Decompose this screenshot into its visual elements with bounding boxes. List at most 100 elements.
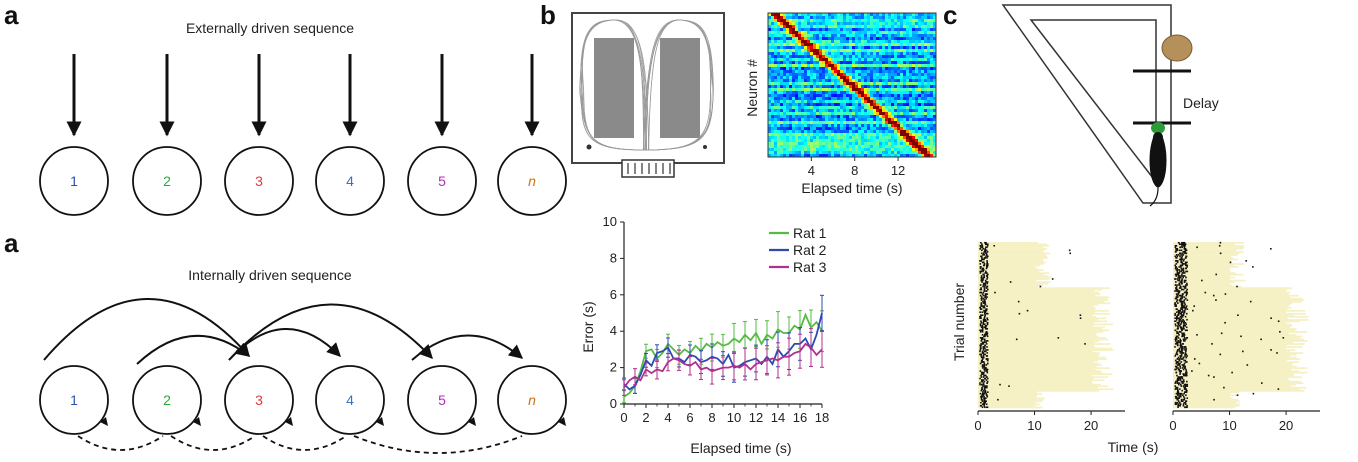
raster-plot-right: 0 10 20 <box>1169 241 1320 433</box>
trial-bar <box>1173 395 1231 398</box>
trial-bar <box>1173 264 1235 267</box>
trial-bar <box>1173 312 1306 315</box>
trial-bar <box>978 302 1111 305</box>
trial-bar <box>978 406 1043 409</box>
trial-bar <box>1173 361 1299 364</box>
trial-bar <box>978 361 1095 364</box>
trial-bar <box>1173 321 1287 324</box>
trial-bar <box>1173 243 1236 246</box>
trial-bar <box>1173 278 1230 281</box>
treadmill <box>621 159 675 178</box>
trial-bar <box>1173 362 1294 365</box>
trial-bar <box>978 300 1105 303</box>
trial-bar <box>1173 306 1292 309</box>
trial-bar <box>1173 386 1307 389</box>
trial-bar <box>978 285 1038 288</box>
trial-bar <box>1173 346 1303 348</box>
node-label: 5 <box>438 392 446 408</box>
trial-bar <box>978 368 1096 371</box>
trial-bar <box>1173 260 1232 262</box>
heatmap-ylabel: Neuron # <box>744 59 760 117</box>
node-label: n <box>528 173 536 189</box>
trial-bar <box>978 340 1100 342</box>
trial-bar <box>978 270 1040 273</box>
trial-bar <box>978 264 1041 267</box>
neuron-heatmap: Neuron # Elapsed time (s) 4 8 12 <box>744 12 937 196</box>
trial-bar <box>1173 258 1238 261</box>
panel-letter-a-bottom: a <box>4 228 19 258</box>
trial-bar <box>1173 400 1240 403</box>
delay-label: Delay <box>1183 95 1219 111</box>
trial-bar <box>1173 323 1292 326</box>
sequence-node <box>224 146 294 216</box>
trial-bar <box>978 356 1106 359</box>
trial-bar <box>978 391 1037 394</box>
node-label: 3 <box>255 392 263 408</box>
y-tick-label: 2 <box>610 360 617 375</box>
trial-bar <box>1173 251 1244 253</box>
trial-bar <box>1173 376 1302 379</box>
maze-trajectories <box>579 19 714 151</box>
external-sequence-title: Externally driven sequence <box>186 20 354 36</box>
trial-bar <box>1173 382 1304 385</box>
trial-bar <box>1173 350 1291 353</box>
trial-bar <box>1173 404 1240 407</box>
trial-bar <box>978 320 1108 323</box>
trial-bar <box>978 400 1042 403</box>
trial-bar <box>978 306 1096 309</box>
chart-xlabel: Elapsed time (s) <box>690 440 791 456</box>
sequence-node <box>132 146 202 216</box>
node-label: 1 <box>70 173 78 189</box>
trial-bar <box>978 294 1096 297</box>
trial-bar <box>1173 353 1297 356</box>
trial-bar <box>978 323 1114 326</box>
trial-bar <box>1173 401 1237 404</box>
trial-bar <box>978 291 1100 294</box>
trial-bar <box>978 377 1094 380</box>
x-tick-label: 16 <box>793 410 807 425</box>
backward-arc <box>353 435 523 454</box>
trial-bar <box>978 374 1093 377</box>
trial-bar <box>1173 380 1301 383</box>
x-tick-label: 14 <box>771 410 785 425</box>
trial-bar <box>1173 344 1288 347</box>
trial-bar <box>978 334 1096 336</box>
trial-bar <box>1173 364 1293 367</box>
trial-bar <box>978 379 1105 382</box>
trial-bar <box>1173 297 1303 300</box>
trial-bar <box>1173 347 1287 350</box>
trial-bar <box>978 272 1049 274</box>
x-tick-label: 6 <box>686 410 693 425</box>
trial-bar <box>978 321 1095 324</box>
trial-bar <box>1173 294 1299 297</box>
trial-bar <box>978 331 1104 333</box>
trial-bar <box>978 257 1048 259</box>
trial-bar <box>1173 246 1245 249</box>
trial-bar <box>978 312 1110 315</box>
trial-bar <box>978 370 1101 373</box>
y-tick-label: 0 <box>610 396 617 411</box>
trial-bar <box>1173 371 1308 374</box>
trial-bar <box>978 353 1100 356</box>
trial-bar <box>978 276 1051 279</box>
chart-ylabel: Error (s) <box>580 301 596 352</box>
trial-bar <box>1173 392 1231 395</box>
trial-bar <box>978 376 1109 379</box>
trial-bar <box>1173 379 1290 382</box>
trial-bar <box>978 308 1095 311</box>
trial-bar <box>1173 299 1305 302</box>
trial-bar <box>978 278 1050 281</box>
trial-bar <box>1173 355 1290 357</box>
trial-bar <box>1173 373 1295 376</box>
forward-arc <box>228 303 433 361</box>
sequence-node <box>315 146 385 216</box>
x-tick-label: 4 <box>664 410 671 425</box>
panel-b: b Neuron # Elapsed time (s) 4 8 12 0246810… <box>540 0 937 456</box>
trial-bar <box>978 373 1113 376</box>
raster-tick-label: 20 <box>1084 418 1098 433</box>
trial-bar <box>978 246 1043 249</box>
trial-bar <box>978 249 1045 252</box>
trial-bar <box>978 382 1093 385</box>
trial-bar <box>978 263 1044 265</box>
